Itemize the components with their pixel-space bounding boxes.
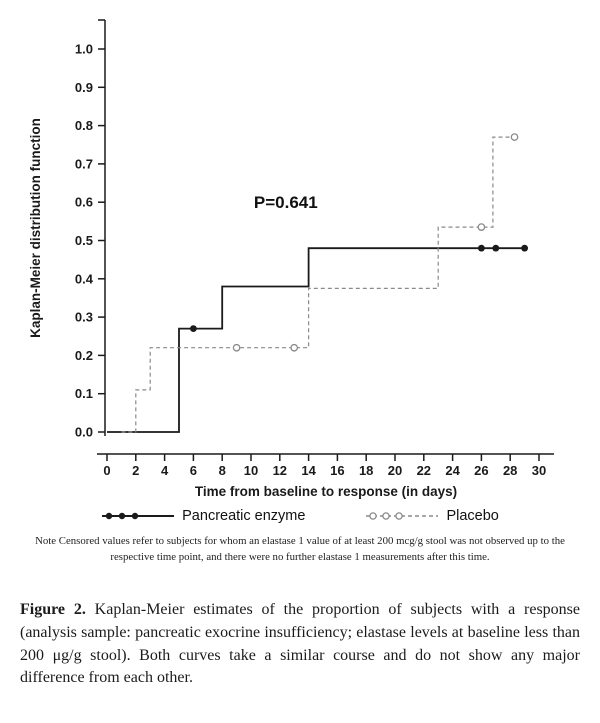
kaplan-meier-plot: 0.00.10.20.30.40.50.60.70.80.91.00 2 4 6 8 10… — [28, 19, 554, 499]
legend-item-placebo: Placebo — [365, 508, 499, 524]
x-tick-label: 24 — [445, 463, 460, 478]
series-line — [107, 247, 525, 433]
x-tick-label: 4 — [161, 463, 169, 478]
censored-marker — [232, 343, 241, 352]
censored-marker — [290, 343, 299, 352]
x-tick-label: 28 — [503, 463, 517, 478]
censored-marker — [477, 223, 486, 231]
y-tick-label: 1.0 — [75, 42, 93, 57]
legend-label-placebo: Placebo — [446, 508, 499, 524]
x-tick-label: 20 — [388, 463, 402, 478]
y-tick-label: 0.4 — [75, 271, 94, 286]
kaplan-meier-chart: 0.0 0.1 0.2 0.3 0.4 0.5 0.6 0.7 0.8 0.9 1.0 0 2 4 6 8 10… — [0, 4, 600, 506]
censored-marker — [478, 244, 485, 252]
figure-caption: Figure 2. Kaplan-Meier estimates of the … — [20, 599, 580, 690]
x-axis: 0 2 4 6 8 10 12 14 16 18 20 22 24 26 28 30 — [97, 453, 554, 478]
y-tick-label: 0.8 — [75, 118, 93, 133]
x-tick-label: 26 — [474, 463, 488, 478]
y-tick-label: 0.1 — [75, 386, 93, 401]
censored-marker — [521, 244, 528, 252]
y-tick-label: 0.7 — [75, 156, 93, 171]
p-value-annotation: P=0.641 — [254, 193, 318, 212]
x-tick-label: 22 — [417, 463, 431, 478]
x-tick-label: 2 — [132, 463, 139, 478]
censored-values-note: Note Censored values refer to subjects f… — [35, 535, 565, 563]
x-tick-label: 16 — [330, 463, 344, 478]
dashed-line-open-dots-swatch — [366, 512, 439, 520]
y-tick-label: 0.2 — [75, 348, 93, 363]
series-placebo — [121, 133, 519, 433]
figure-caption-text: Kaplan-Meier estimates of the proportion… — [20, 601, 581, 687]
x-tick-label: 6 — [190, 463, 197, 478]
y-tick-label: 0.5 — [75, 233, 93, 248]
censored-marker — [190, 325, 197, 332]
series-pancreatic-enzyme — [107, 244, 528, 433]
figure-number-label: Figure 2. — [20, 601, 86, 619]
x-tick-label: 14 — [301, 463, 316, 478]
x-tick-label: 30 — [532, 463, 546, 478]
y-tick-label: 0.9 — [75, 80, 93, 95]
x-tick-label: 0 — [103, 463, 110, 478]
y-axis: 0.0 0.1 0.2 0.3 0.4 0.5 0.6 0.7 0.8 0.9 1.0 — [75, 19, 106, 440]
legend-item-pancreatic-enzyme: Pancreatic enzyme — [101, 508, 305, 524]
x-tick-label: 10 — [244, 463, 258, 478]
x-axis-label: Time from baseline to response (in days) — [195, 484, 457, 499]
y-tick-label: 0.0 — [75, 425, 93, 440]
solid-line-filled-dots-swatch — [102, 512, 175, 520]
y-tick-label: 0.6 — [75, 195, 93, 210]
x-tick-label: 12 — [273, 463, 287, 478]
y-axis-label: Kaplan-Meier distribution function — [28, 118, 43, 338]
censored-marker — [492, 244, 500, 252]
censored-marker — [510, 133, 519, 141]
x-tick-label: 8 — [219, 463, 226, 478]
y-tick-label: 0.3 — [75, 310, 93, 325]
legend-label-pancreatic-enzyme: Pancreatic enzyme — [182, 508, 306, 524]
series-line — [121, 136, 515, 433]
x-tick-label: 18 — [359, 463, 373, 478]
chart-legend: Pancreatic enzyme Placebo — [0, 508, 600, 524]
